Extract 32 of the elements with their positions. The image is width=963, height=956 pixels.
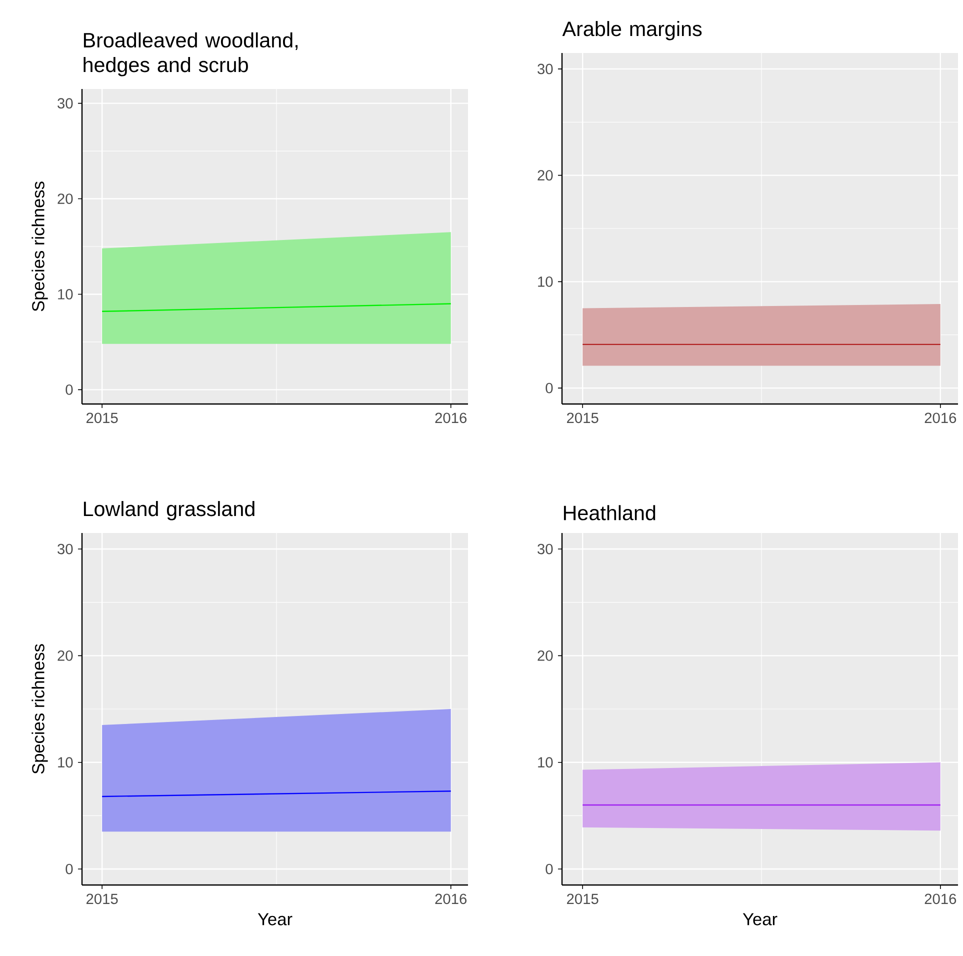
y-tick-label: 0 [546,382,553,394]
y-tick-label: 20 [538,170,553,181]
x-axis-title: Year [258,913,292,926]
chart-title: Heathland [564,505,656,520]
y-tick-label: 10 [538,757,553,768]
y-tick-label: 30 [58,98,73,109]
y-tick-label: 0 [66,384,73,395]
x-tick-label: 2016 [435,412,467,424]
y-tick-label: 30 [538,544,553,554]
y-tick-label: 0 [546,864,553,874]
y-tick-label: 30 [58,544,73,554]
chart-title: Arable margins [562,21,702,40]
y-tick-label: 10 [58,757,73,768]
x-tick-label: 2015 [567,894,598,904]
y-axis-title: Species richness [32,182,48,312]
y-axis-title: Species richness [32,644,48,774]
x-tick-label: 2016 [924,412,956,424]
y-tick-label: 10 [58,289,73,300]
x-tick-label: 2015 [86,412,118,424]
y-tick-label: 20 [58,650,73,661]
x-tick-label: 2015 [567,412,598,424]
y-tick-label: 20 [538,650,553,661]
x-axis-title: Year [742,913,778,926]
y-tick-label: 30 [538,64,553,74]
x-tick-label: 2015 [86,894,118,904]
y-tick-label: 20 [58,194,73,204]
y-tick-label: 0 [66,864,73,874]
y-tick-label: 10 [538,276,553,287]
x-tick-label: 2016 [924,894,956,904]
x-tick-label: 2016 [435,894,467,904]
chart-title: Broadleaved woodland, hedges and scrub [84,32,298,76]
chart-title: Lowland grassland [84,501,254,520]
